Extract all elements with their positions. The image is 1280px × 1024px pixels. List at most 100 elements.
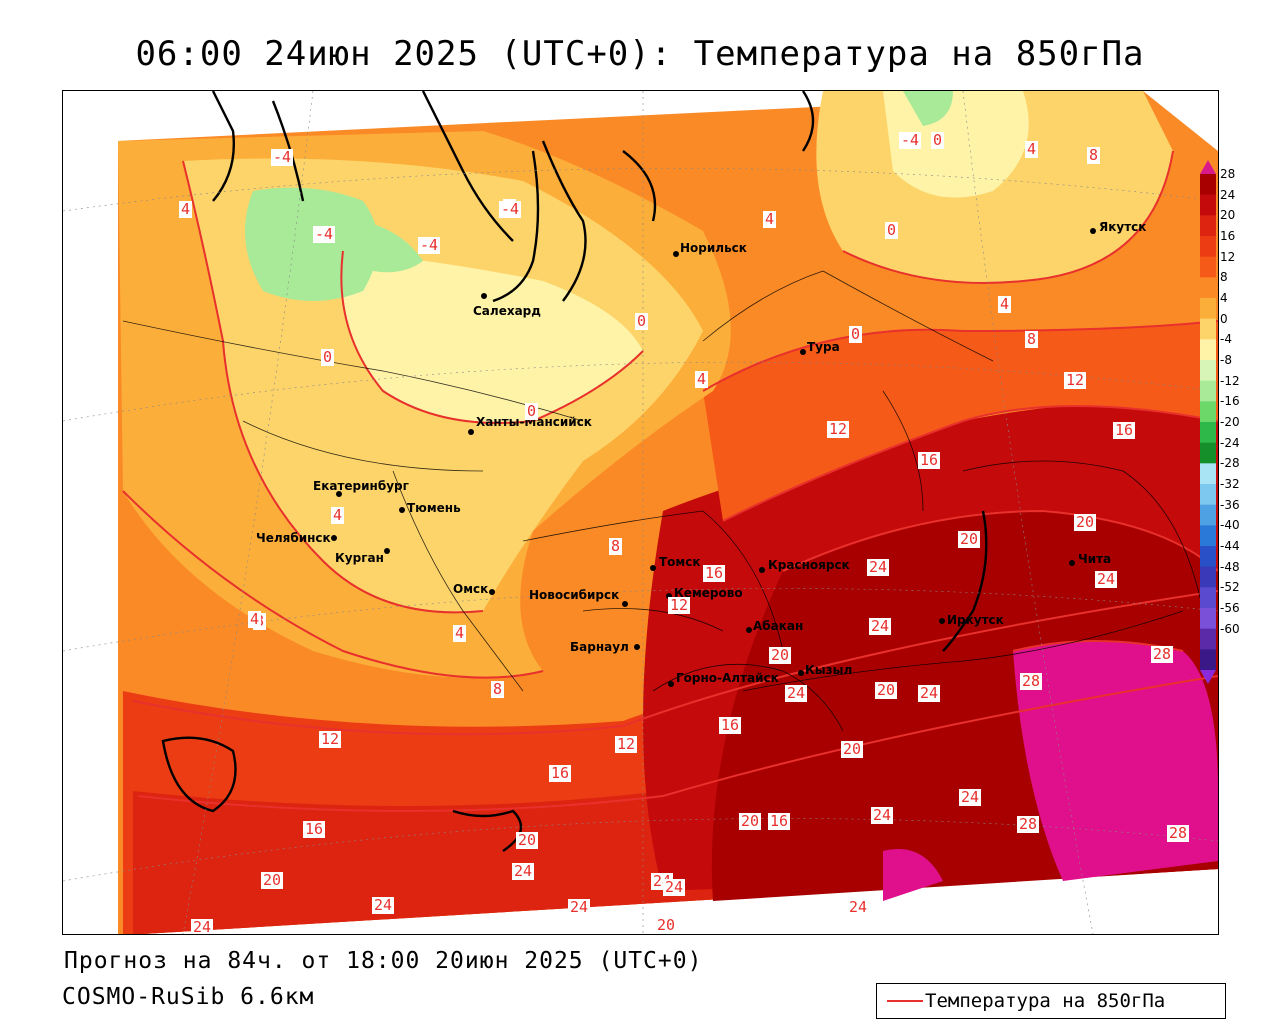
contour-label: 24 [568, 898, 591, 916]
city-label[interactable]: Омск [453, 582, 489, 596]
contour-label: 4 [998, 295, 1012, 313]
city-label[interactable]: Норильск [680, 241, 747, 255]
contour-label: 16 [918, 451, 941, 469]
city-label[interactable]: Томск [659, 555, 701, 569]
city-label[interactable]: Ханты-Мансийск [476, 415, 592, 429]
city-label[interactable]: Иркутск [947, 613, 1004, 627]
colorbar-tick-label: -56 [1220, 601, 1240, 615]
colorbar-tick-label: -28 [1220, 456, 1240, 471]
contour-label: 24 [512, 862, 535, 880]
contour-label: 8 [1025, 330, 1039, 348]
contour-label: 20 [958, 530, 981, 548]
city-dot [666, 593, 672, 599]
city-dot [759, 567, 765, 573]
colorbar-tick-label: -52 [1220, 580, 1240, 595]
contour-label: 4 [1025, 140, 1039, 158]
contour-label: 20 [769, 646, 792, 664]
colorbar-segment [1200, 401, 1216, 423]
contour-label: 24 [918, 684, 941, 702]
contour-label: 0 [525, 402, 539, 420]
contour-label: 12 [668, 596, 691, 614]
contour-label: 16 [768, 812, 791, 830]
contour-label: 0 [849, 325, 863, 343]
city-dot [384, 548, 390, 554]
colorbar-segment [1200, 318, 1216, 340]
colorbar-tick-label: 8 [1220, 270, 1228, 285]
city-dot [1090, 228, 1096, 234]
city-label[interactable]: Челябинск [256, 531, 331, 545]
city-dot [336, 491, 342, 497]
colorbar-segment [1200, 277, 1216, 299]
colorbar-segment [1200, 566, 1216, 588]
city-label[interactable]: Красноярск [768, 558, 850, 572]
city-dot [746, 627, 752, 633]
city-label[interactable]: Барнаул [570, 640, 629, 654]
legend-label: Температура на 850гПа [925, 990, 1166, 1012]
colorbar-segment [1200, 298, 1216, 320]
contour-label: 4 [763, 210, 777, 228]
city-label[interactable]: Чита [1078, 552, 1112, 566]
city-label[interactable]: Екатеринбург [313, 479, 409, 493]
contour-label: -4 [271, 148, 294, 166]
city-dot [468, 429, 474, 435]
colorbar-bottom-arrow [1200, 670, 1216, 684]
city-label[interactable]: Якутск [1099, 220, 1147, 234]
city-label[interactable]: Кемерово [674, 586, 743, 600]
colorbar-segment [1200, 174, 1216, 196]
contour-label: 24 [372, 896, 395, 914]
temperature-colorbar [1200, 160, 1216, 684]
colorbar-tick-label: -36 [1220, 497, 1240, 512]
city-dot [939, 618, 945, 624]
contour-label: 12 [319, 730, 342, 748]
colorbar-segment [1200, 236, 1216, 258]
legend-line-icon [887, 1000, 923, 1002]
contour-label: 28 [1151, 645, 1174, 663]
city-label[interactable]: Абакан [753, 619, 804, 633]
contour-label: 4 [331, 506, 345, 524]
contour-label: 8 [1087, 146, 1101, 164]
legend-box: Температура на 850гПа [876, 983, 1226, 1019]
contour-label: 12 [827, 420, 850, 438]
colorbar-tick-label: -8 [1220, 353, 1232, 367]
colorbar-tick-label: -40 [1220, 518, 1240, 533]
colorbar-segment [1200, 360, 1216, 382]
contour-label: 16 [703, 564, 726, 582]
colorbar-tick-label: -44 [1220, 539, 1240, 553]
contour-label: 4 [453, 624, 467, 642]
colorbar-segment [1200, 422, 1216, 444]
city-label[interactable]: Курган [335, 551, 384, 565]
temperature-map[interactable]: Норильск Салехард Тура Якутск Ханты-Манс… [62, 90, 1219, 935]
colorbar-segment [1200, 215, 1216, 237]
contour-label: 28 [1020, 672, 1043, 690]
colorbar-segment [1200, 256, 1216, 278]
city-dot [399, 507, 405, 513]
colorbar-segment [1200, 525, 1216, 547]
contour-label: 4 [695, 370, 709, 388]
colorbar-top-arrow [1200, 160, 1216, 174]
contour-label: 16 [549, 764, 572, 782]
colorbar-segment [1200, 504, 1216, 526]
city-label[interactable]: Салехард [473, 304, 541, 318]
colorbar-tick-label: -60 [1220, 621, 1240, 636]
contour-label: 16 [719, 716, 742, 734]
contour-label: 0 [885, 221, 899, 239]
colorbar-tick-label: -16 [1220, 394, 1240, 409]
city-label[interactable]: Новосибирск [529, 588, 620, 602]
city-label[interactable]: Горно-Алтайск [676, 671, 779, 685]
city-label[interactable]: Кызыл [805, 663, 853, 677]
colorbar-tick-label: 12 [1220, 249, 1236, 264]
city-dot [634, 644, 640, 650]
colorbar-tick-label: -48 [1220, 559, 1240, 574]
contour-label: 12 [1064, 371, 1087, 389]
colorbar-tick-label: -4 [1220, 332, 1232, 347]
city-label[interactable]: Тура [807, 340, 840, 354]
colorbar-tick-label: -24 [1220, 435, 1240, 450]
contour-label: -4 [899, 131, 922, 149]
colorbar-segment [1200, 587, 1216, 609]
map-title: 06:00 24июн 2025 (UTC+0): Температура на… [135, 34, 1145, 74]
contour-label: 4 [248, 610, 262, 628]
city-label[interactable]: Тюмень [407, 501, 461, 515]
colorbar-tick-label: -12 [1220, 373, 1240, 388]
contour-label: 24 [785, 684, 808, 702]
city-dot [668, 681, 674, 687]
